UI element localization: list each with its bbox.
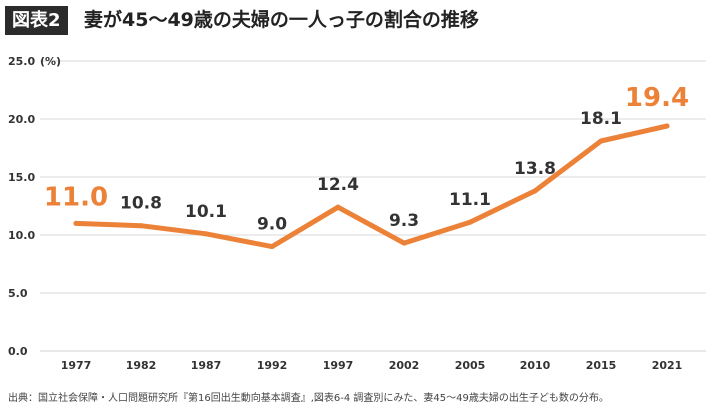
data-label: 12.4 — [317, 175, 359, 195]
y-tick-label: 0.0 — [8, 345, 28, 358]
data-point — [401, 240, 407, 246]
data-point — [138, 223, 144, 229]
data-label: 10.8 — [120, 194, 162, 214]
x-tick-label: 1987 — [191, 359, 222, 372]
x-tick-label: 2021 — [652, 359, 683, 372]
x-tick-label: 2002 — [389, 359, 420, 372]
data-label: 10.1 — [185, 202, 227, 222]
x-tick-label: 2005 — [455, 359, 486, 372]
data-label: 9.3 — [389, 211, 419, 231]
data-point — [269, 244, 275, 250]
x-tick-label: 2015 — [586, 359, 617, 372]
x-tick-label: 1992 — [257, 359, 288, 372]
x-tick-label: 1977 — [61, 359, 92, 372]
y-tick-label: 25.0 — [8, 55, 35, 68]
x-tick-label: 1982 — [126, 359, 157, 372]
y-tick-label: 10.0 — [8, 229, 35, 242]
data-label: 9.0 — [257, 215, 287, 235]
y-tick-label: 5.0 — [8, 287, 28, 300]
y-unit-label: (%) — [40, 55, 61, 68]
data-point — [335, 204, 341, 210]
data-point — [598, 138, 604, 144]
x-tick-label: 1997 — [323, 359, 354, 372]
data-point — [73, 220, 79, 226]
data-label-highlight: 19.4 — [625, 83, 689, 113]
data-point — [532, 188, 538, 194]
x-tick-label: 2010 — [520, 359, 551, 372]
data-point — [467, 219, 473, 225]
data-label: 11.1 — [449, 190, 491, 210]
data-point — [664, 123, 670, 129]
data-label: 13.8 — [514, 159, 556, 179]
source-note: 出典：国立社会保障・人口問題研究所『第16回出生動向基本調査』,図表6-4 調査… — [8, 393, 609, 404]
data-label: 18.1 — [580, 109, 622, 129]
chart-header: 図表2 妻が45〜49歳の夫婦の一人っ子の割合の推移 — [0, 0, 710, 42]
line-chart: 0.0 5.0 10.0 15.0 20.0 25.0 (%) 1977 1982 1987 199… — [8, 55, 706, 372]
series-line — [73, 123, 670, 250]
y-tick-label: 20.0 — [8, 113, 35, 126]
y-tick-label: 15.0 — [8, 171, 35, 184]
figure-badge: 図表2 — [5, 6, 68, 35]
data-label-highlight: 11.0 — [44, 182, 108, 212]
chart-title: 妻が45〜49歳の夫婦の一人っ子の割合の推移 — [84, 9, 479, 31]
data-point — [203, 231, 209, 237]
